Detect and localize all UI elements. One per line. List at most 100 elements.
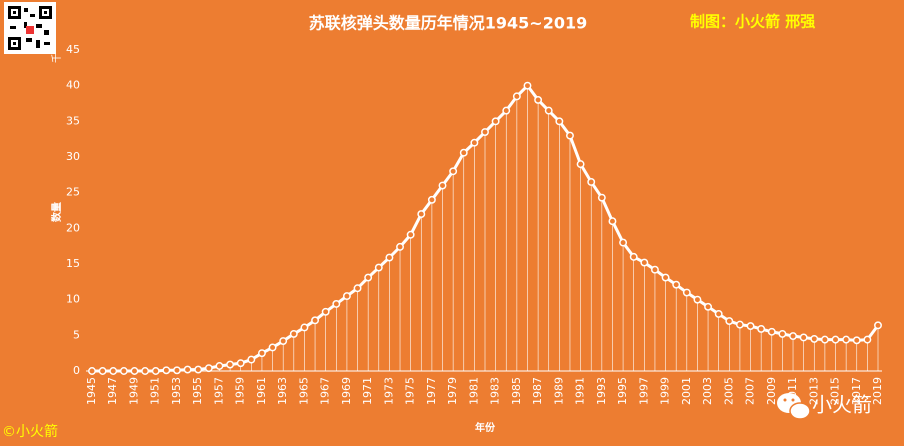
chart-title: 苏联核弹头数量历年情况1945~2019 [309, 14, 587, 33]
x-tick-label: 1971 [361, 377, 374, 405]
x-tick-label: 1965 [297, 377, 310, 405]
x-tick-label: 2013 [807, 377, 820, 405]
x-tick-label: 1985 [510, 377, 523, 405]
point [874, 321, 882, 330]
point [236, 359, 245, 368]
y-tick-label: 5 [73, 328, 80, 341]
point [268, 343, 277, 352]
x-tick-label: 1949 [127, 377, 140, 405]
point [353, 284, 362, 293]
x-tick-label: 1973 [382, 377, 395, 405]
point [608, 217, 617, 226]
x-tick-label: 1991 [574, 377, 587, 405]
point [566, 131, 574, 140]
x-tick-label: 1959 [234, 377, 247, 405]
point [746, 322, 755, 331]
point [587, 178, 596, 186]
wechat-icon [777, 393, 811, 420]
x-tick-label: 2005 [722, 377, 735, 405]
x-tick-label: 1975 [404, 377, 417, 405]
point [215, 362, 224, 370]
point [173, 366, 181, 375]
point [98, 367, 107, 375]
x-tick-label: 2007 [744, 377, 757, 405]
point [682, 288, 691, 297]
y-tick-label: 0 [73, 364, 80, 377]
point [757, 324, 766, 333]
point [109, 367, 118, 375]
point [555, 117, 564, 126]
point [672, 280, 681, 289]
y-tick-label: 45 [66, 43, 80, 56]
point [640, 258, 649, 267]
x-tick-label: 1957 [212, 377, 225, 405]
x-tick-label: 1997 [637, 377, 650, 405]
point [852, 336, 861, 345]
x-tick-label: 1947 [106, 377, 119, 405]
point [342, 292, 351, 301]
point [491, 117, 500, 126]
point [523, 81, 532, 90]
point [385, 253, 394, 262]
point [619, 238, 628, 247]
x-tick-label: 1977 [425, 377, 438, 405]
point [321, 307, 330, 316]
point [597, 193, 606, 202]
point [576, 160, 585, 169]
x-tick-label: 1981 [467, 377, 480, 405]
credit: 制图：小火箭 邢强 [690, 13, 815, 31]
point [512, 92, 521, 101]
point [364, 273, 373, 282]
point [650, 265, 659, 274]
point [693, 295, 702, 304]
y-tick-label: 35 [66, 114, 80, 127]
point [289, 329, 298, 338]
qr-code [4, 2, 56, 54]
x-tick-label: 1979 [446, 377, 459, 405]
point [470, 138, 479, 147]
x-tick-label: 1993 [595, 377, 608, 405]
point [778, 329, 787, 338]
point [300, 323, 309, 332]
y-unit: 千 [51, 53, 63, 63]
point [226, 360, 235, 369]
point [863, 335, 872, 344]
point [459, 148, 468, 157]
x-tick-label: 1999 [659, 377, 672, 405]
x-axis-label: 年份 [475, 421, 496, 434]
x-tick-label: 1995 [616, 377, 629, 405]
x-tick-label: 1969 [340, 377, 353, 405]
point [725, 317, 734, 326]
point [502, 106, 511, 115]
point [820, 335, 829, 344]
point [789, 332, 797, 340]
x-tick-label: 2017 [850, 377, 863, 405]
x-tick-label: 1945 [85, 377, 98, 405]
watermark: 小火箭 [812, 393, 872, 417]
point [661, 273, 670, 282]
point [183, 365, 192, 374]
point [406, 230, 415, 239]
point [332, 299, 341, 308]
point [396, 242, 404, 251]
point [151, 367, 160, 375]
x-tick-label: 2009 [765, 377, 778, 405]
x-tick-label: 1955 [191, 377, 204, 405]
point [141, 367, 150, 375]
x-tick-label: 1989 [552, 377, 565, 405]
point [449, 167, 458, 176]
point [767, 327, 776, 336]
point [204, 364, 213, 373]
x-tick-label: 1951 [149, 377, 162, 405]
x-tick-label: 1987 [531, 377, 544, 405]
y-tick-label: 20 [66, 221, 80, 234]
x-tick-label: 2015 [829, 377, 842, 405]
point [279, 337, 288, 345]
point [417, 210, 426, 219]
y-tick-label: 40 [66, 79, 80, 92]
point [534, 95, 543, 104]
x-tick-label: 2001 [680, 377, 693, 405]
x-tick-label: 1967 [319, 377, 332, 405]
point [88, 367, 96, 375]
